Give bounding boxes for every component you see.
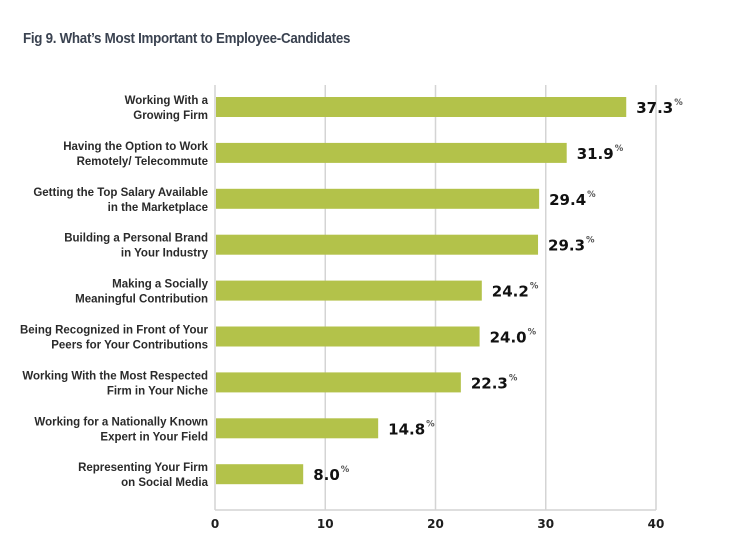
value-suffix: % xyxy=(341,465,350,475)
value-suffix: % xyxy=(674,98,683,108)
value-suffix: % xyxy=(587,190,596,200)
category-label-line: Growing Firm xyxy=(133,110,208,122)
category-label-line: Peers for Your Contributions xyxy=(51,340,208,352)
value-label: 24.0 xyxy=(490,329,527,347)
bar xyxy=(216,142,567,163)
value-suffix: % xyxy=(528,328,537,338)
bars xyxy=(216,97,627,485)
value-suffix: % xyxy=(530,282,539,292)
value-label: 29.3 xyxy=(548,237,585,255)
chart-title: Fig 9. What’s Most Important to Employee… xyxy=(23,31,351,47)
x-tick-label: 0 xyxy=(211,517,219,531)
category-label-line: Getting the Top Salary Available xyxy=(33,187,208,199)
category-label: Building a Personal Brand in Your Industr… xyxy=(64,233,208,260)
category-label-line: Expert in Your Field xyxy=(100,431,208,443)
bar xyxy=(216,188,540,209)
category-label-line: in Your Industry xyxy=(121,248,209,260)
bar xyxy=(216,326,480,347)
x-tick-label: 20 xyxy=(427,517,444,531)
value-label: 22.3 xyxy=(471,374,508,392)
category-label-line: Having the Option to Work xyxy=(63,141,208,153)
value-label: 24.2 xyxy=(492,283,529,301)
x-tick-label: 40 xyxy=(648,517,665,531)
bar xyxy=(216,464,304,485)
category-label: Working With the Most Respected Firm in Y… xyxy=(22,370,208,397)
category-label-line: Representing Your Firm xyxy=(78,462,208,474)
value-label: 31.9 xyxy=(577,145,614,163)
category-label: Making a Socially Meaningful Contribution xyxy=(75,279,208,306)
category-label-line: Working for a Nationally Known xyxy=(34,416,208,428)
value-label: 8.0 xyxy=(313,466,340,484)
category-label: Working With a Growing Firm xyxy=(125,95,209,122)
value-labels: 37.3 %31.9 %29.4 %29.3 %24.2 %24.0 %22.3 %14.8%… xyxy=(313,98,683,484)
bar xyxy=(216,97,627,117)
category-label: Being Recognized in Front of Your Peers f… xyxy=(20,325,209,352)
category-label-line: Building a Personal Brand xyxy=(64,233,208,245)
category-label-line: Remotely/ Telecommute xyxy=(77,156,208,168)
category-label: Getting the Top Salary Available in the M… xyxy=(33,187,208,214)
value-label: 29.4 xyxy=(549,191,586,209)
bar xyxy=(216,418,379,439)
category-label: Working for a Nationally Known Expert in … xyxy=(34,416,208,443)
category-label-line: on Social Media xyxy=(121,477,209,489)
category-label-line: in the Marketplace xyxy=(108,202,208,214)
value-suffix: % xyxy=(586,236,595,246)
category-label-line: Firm in Your Niche xyxy=(107,385,208,397)
category-label: Having the Option to Work Remotely/ Telec… xyxy=(63,141,208,168)
value-suffix: % xyxy=(615,144,624,154)
x-axis-ticks: 0 10 20 30 40 xyxy=(211,517,665,531)
category-label-line: Making a Socially xyxy=(112,279,208,291)
category-label-line: Meaningful Contribution xyxy=(75,294,208,306)
value-label: 14.8 xyxy=(388,420,425,438)
bar xyxy=(216,234,539,255)
category-label-line: Working With a xyxy=(125,95,209,107)
bar xyxy=(216,372,461,393)
bar xyxy=(216,280,482,301)
value-suffix: % xyxy=(509,373,518,383)
value-label: 37.3 xyxy=(636,99,673,117)
x-tick-label: 30 xyxy=(537,517,554,531)
category-labels: Working With a Growing Firm Having the Opt… xyxy=(20,95,209,489)
category-label-line: Being Recognized in Front of Your xyxy=(20,325,209,337)
value-suffix: % xyxy=(426,419,435,429)
category-label: Representing Your Firm on Social Media xyxy=(78,462,209,489)
category-label-line: Working With the Most Respected xyxy=(22,370,208,382)
x-tick-label: 10 xyxy=(317,517,334,531)
